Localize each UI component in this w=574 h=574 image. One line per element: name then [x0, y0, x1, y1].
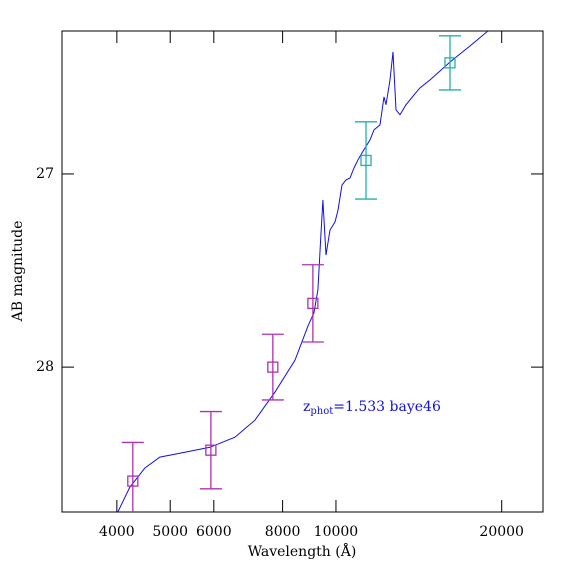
plot-area [117, 31, 489, 512]
sed-curve [117, 31, 489, 512]
error-bar [121, 441, 144, 512]
x-tick-label: 8000 [265, 524, 301, 540]
x-axis-label: Wavelength (Å) [248, 542, 357, 560]
data-point [267, 361, 279, 373]
x-tick-label: 10000 [314, 524, 359, 540]
annotation: zphot=1.533 baye46 [303, 399, 441, 417]
error-bar [355, 121, 378, 200]
annotation-sub: phot [310, 406, 333, 417]
y-axis-label: AB magnitude [10, 221, 26, 323]
plot-frame [61, 30, 544, 513]
y-tick-label: 27 [36, 166, 54, 182]
y-tick-label: 28 [36, 359, 54, 375]
data-point [444, 57, 456, 69]
data-point [127, 475, 139, 487]
data-point [205, 444, 217, 456]
data-point [360, 154, 372, 167]
x-tick-label: 6000 [196, 524, 232, 540]
error-bar [301, 264, 324, 343]
annotation-rest: =1.533 baye46 [333, 399, 441, 415]
error-bar [261, 333, 284, 401]
data-point [307, 297, 319, 310]
x-tick-label: 5000 [152, 524, 188, 540]
x-tick-label: 4000 [99, 524, 135, 540]
error-bar [199, 410, 222, 490]
annotation-text: z [303, 399, 310, 415]
x-tick-label: 20000 [479, 524, 524, 540]
error-bar [438, 35, 461, 91]
